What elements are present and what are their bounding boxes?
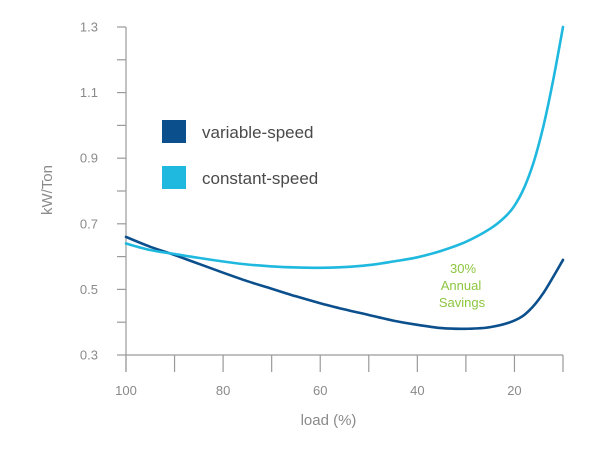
series-line-variable-speed	[124, 235, 565, 331]
x-axis-ticks: 100 80 60 40 20	[115, 355, 564, 398]
x-tick-label: 60	[313, 383, 327, 398]
y-tick-label: 0.7	[80, 216, 98, 231]
y-tick-label: 0.5	[80, 282, 98, 297]
savings-annotation: 30% Annual Savings	[439, 261, 486, 310]
legend: variable-speed constant-speed	[162, 120, 318, 189]
x-tick-label: 100	[115, 383, 137, 398]
x-tick-label: 20	[507, 383, 521, 398]
y-tick-label: 1.1	[80, 85, 98, 100]
y-tick-label: 1.3	[80, 20, 98, 35]
annotation-line-3: Savings	[439, 295, 486, 310]
y-tick-label: 0.9	[80, 151, 98, 166]
legend-swatch-constant-speed	[162, 166, 186, 189]
legend-swatch-variable-speed	[162, 120, 186, 143]
series-line-constant-speed	[124, 25, 565, 270]
y-tick-label: 0.3	[80, 348, 98, 363]
axes	[125, 27, 563, 372]
annotation-line-2: Annual	[441, 278, 482, 293]
x-tick-label: 80	[216, 383, 230, 398]
x-tick-label: 40	[410, 383, 424, 398]
y-axis-title: kW/Ton	[39, 165, 56, 215]
legend-label-variable-speed: variable-speed	[202, 123, 314, 142]
annotation-line-1: 30%	[450, 261, 476, 276]
x-axis-title: load (%)	[301, 412, 357, 429]
y-axis-ticks: 0.3 0.5 0.7 0.9 1.1 1.3	[80, 20, 126, 363]
series-layer	[124, 25, 565, 331]
legend-label-constant-speed: constant-speed	[202, 169, 318, 188]
